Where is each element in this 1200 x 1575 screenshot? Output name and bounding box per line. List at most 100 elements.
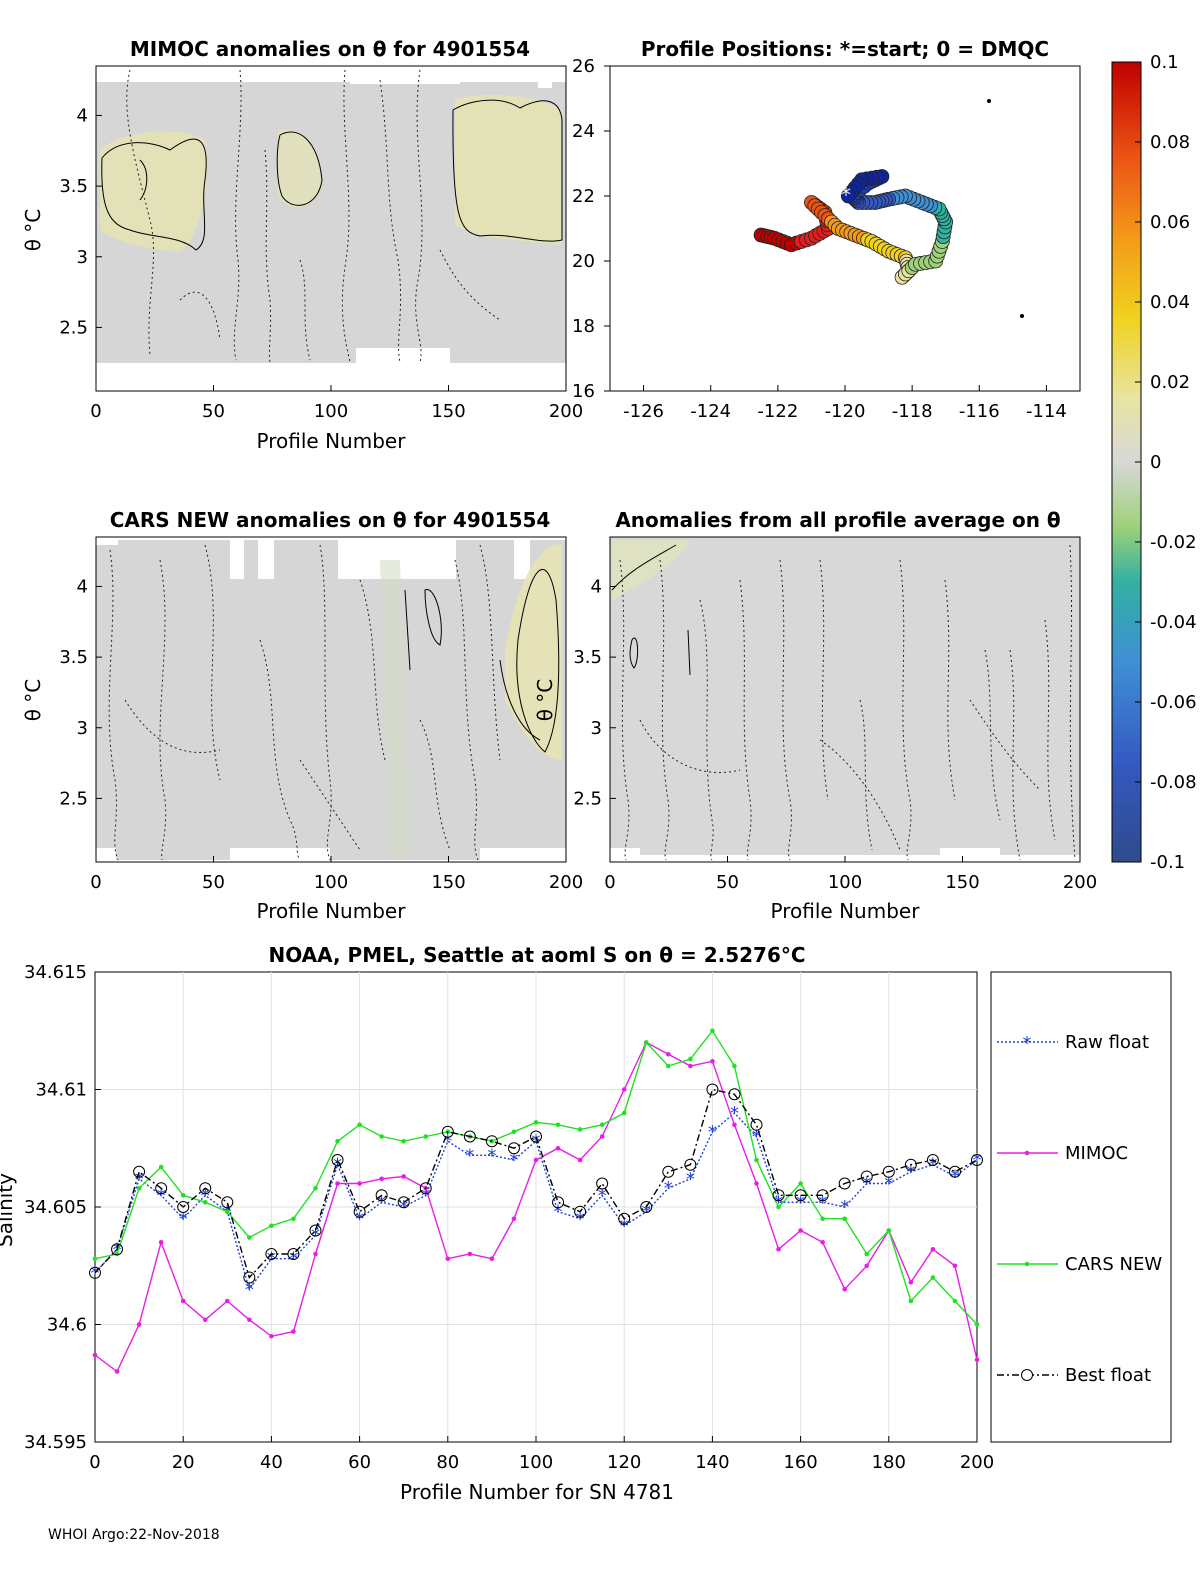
best-float-point [574,1205,587,1218]
mimoc-point [445,1256,451,1261]
best-float-point [485,1135,498,1148]
raw-float-point: * [576,1209,585,1230]
x-tick-label: 120 [607,1452,641,1473]
cars-ylabel: θ °C [21,679,45,722]
x-tick-label: -116 [959,401,1000,422]
mimoc-point [379,1176,384,1182]
raw-float-point: * [91,1263,100,1284]
float-track [753,169,954,285]
legend-box [990,971,1172,1443]
raw-float-point: * [686,1169,695,1190]
cars-new-point [423,1134,429,1139]
best-float-point [199,1182,212,1195]
y-tick-label: 2.5 [573,788,602,809]
mimoc-point [202,1317,208,1323]
mimoc-point [511,1216,517,1222]
cars-new-point [180,1192,186,1198]
mimoc-point [599,1134,605,1139]
y-tick-label: 22 [572,186,595,207]
legend-label: Raw float [1065,1032,1149,1053]
cars-new-point [666,1063,671,1069]
raw-float-point: * [465,1145,474,1166]
mimoc-point [908,1279,914,1285]
x-tick-label: 20 [172,1452,195,1473]
salinity-series: ******** ***** **** * *** ***** ***** * * ** ** ***… [89,1028,983,1374]
y-tick-label: 34.595 [24,1432,87,1453]
x-tick-label: 200 [549,872,583,893]
x-tick-label: 150 [431,401,465,422]
cars-new-point [225,1209,230,1214]
mimoc-point [158,1239,164,1245]
x-tick-label: 180 [872,1452,906,1473]
colorbar-tick-label: 0 [1150,452,1161,473]
cars-new-point [247,1235,252,1240]
cars-new-point [710,1028,715,1034]
raw-float-point: * [157,1185,166,1206]
best-float-point [111,1243,124,1256]
best-float-point [948,1165,961,1178]
positions-panel: Profile Positions: *=start; 0 = DMQC * 2… [572,37,1081,422]
raw-float-point: * [377,1192,386,1213]
y-tick-label: 34.6 [47,1315,87,1336]
colorbar-tick-label: -0.08 [1150,772,1197,793]
mimoc-point [291,1329,296,1334]
best-float-point [155,1182,168,1195]
y-tick-label: 24 [572,121,595,142]
cars-new-point [291,1216,296,1222]
best-float-point [419,1182,432,1195]
mimoc-point [577,1157,583,1163]
mimoc-point [666,1051,671,1057]
best-float-point [860,1170,873,1183]
profile-position-marker [840,188,856,204]
x-tick-label: 150 [431,872,465,893]
cars-field [96,540,566,860]
salinity-xlabel: Profile Number for SN 4781 [400,1480,674,1504]
y-tick-label: 18 [572,316,595,337]
cars-new-point [621,1110,627,1116]
y-tick-label: 34.61 [35,1080,87,1101]
cars-new-point [511,1129,517,1135]
raw-float-point: * [730,1103,739,1124]
mimoc-point [555,1145,561,1151]
raw-float-point: * [774,1192,783,1213]
mimoc-panel: MIMOC anomalies on θ for 4901554 [21,37,583,453]
mimoc-point [335,1181,340,1186]
y-tick-label: 3 [77,247,88,268]
colorbar: 0.1 0.08 0.06 0.04 0.02 0 -0.02 -0.04 -0.06 -0.08… [1111,52,1197,873]
best-float-point [816,1189,829,1202]
colorbar-tick-label: 0.04 [1150,292,1190,313]
x-tick-label: 200 [960,1452,994,1473]
x-tick-label: 40 [260,1452,283,1473]
colorbar-tick-label: -0.02 [1150,532,1197,553]
raw-float-point: * [355,1209,364,1230]
y-tick-label: 26 [572,56,595,77]
cars-new-point [754,1157,759,1163]
cars-new-point [930,1275,936,1280]
cars-new-point [401,1138,407,1144]
x-tick-label: 140 [695,1452,729,1473]
best-float-point [772,1189,785,1202]
cars-new-point [379,1134,384,1139]
best-float-point [882,1165,895,1178]
legend-label: CARS NEW [1065,1254,1162,1275]
best-float-point [618,1212,631,1225]
mimoc-ylabel: θ °C [21,209,45,252]
raw-float-point: * [884,1174,893,1195]
cars-xlabel: Profile Number [257,899,407,923]
allprof-panel: Anomalies from all profile average on θ [533,508,1097,923]
mimoc-point [732,1122,737,1128]
mimoc-point [313,1251,318,1257]
cars-new-point [555,1122,561,1128]
y-tick-label: 2.5 [59,317,88,338]
salinity-grid [95,972,977,1442]
raw-float-point: * [862,1174,871,1195]
raw-float-point: * [421,1185,430,1206]
raw-float-point: * [598,1185,607,1206]
x-tick-label: 200 [1063,872,1097,893]
cars-new-point [92,1256,98,1261]
raw-float-point: * [906,1162,915,1183]
cars-new-point [820,1216,825,1222]
mimoc-title: MIMOC anomalies on θ for 4901554 [130,37,530,61]
raw-float-point: * [509,1150,518,1171]
x-tick-label: 0 [604,872,615,893]
